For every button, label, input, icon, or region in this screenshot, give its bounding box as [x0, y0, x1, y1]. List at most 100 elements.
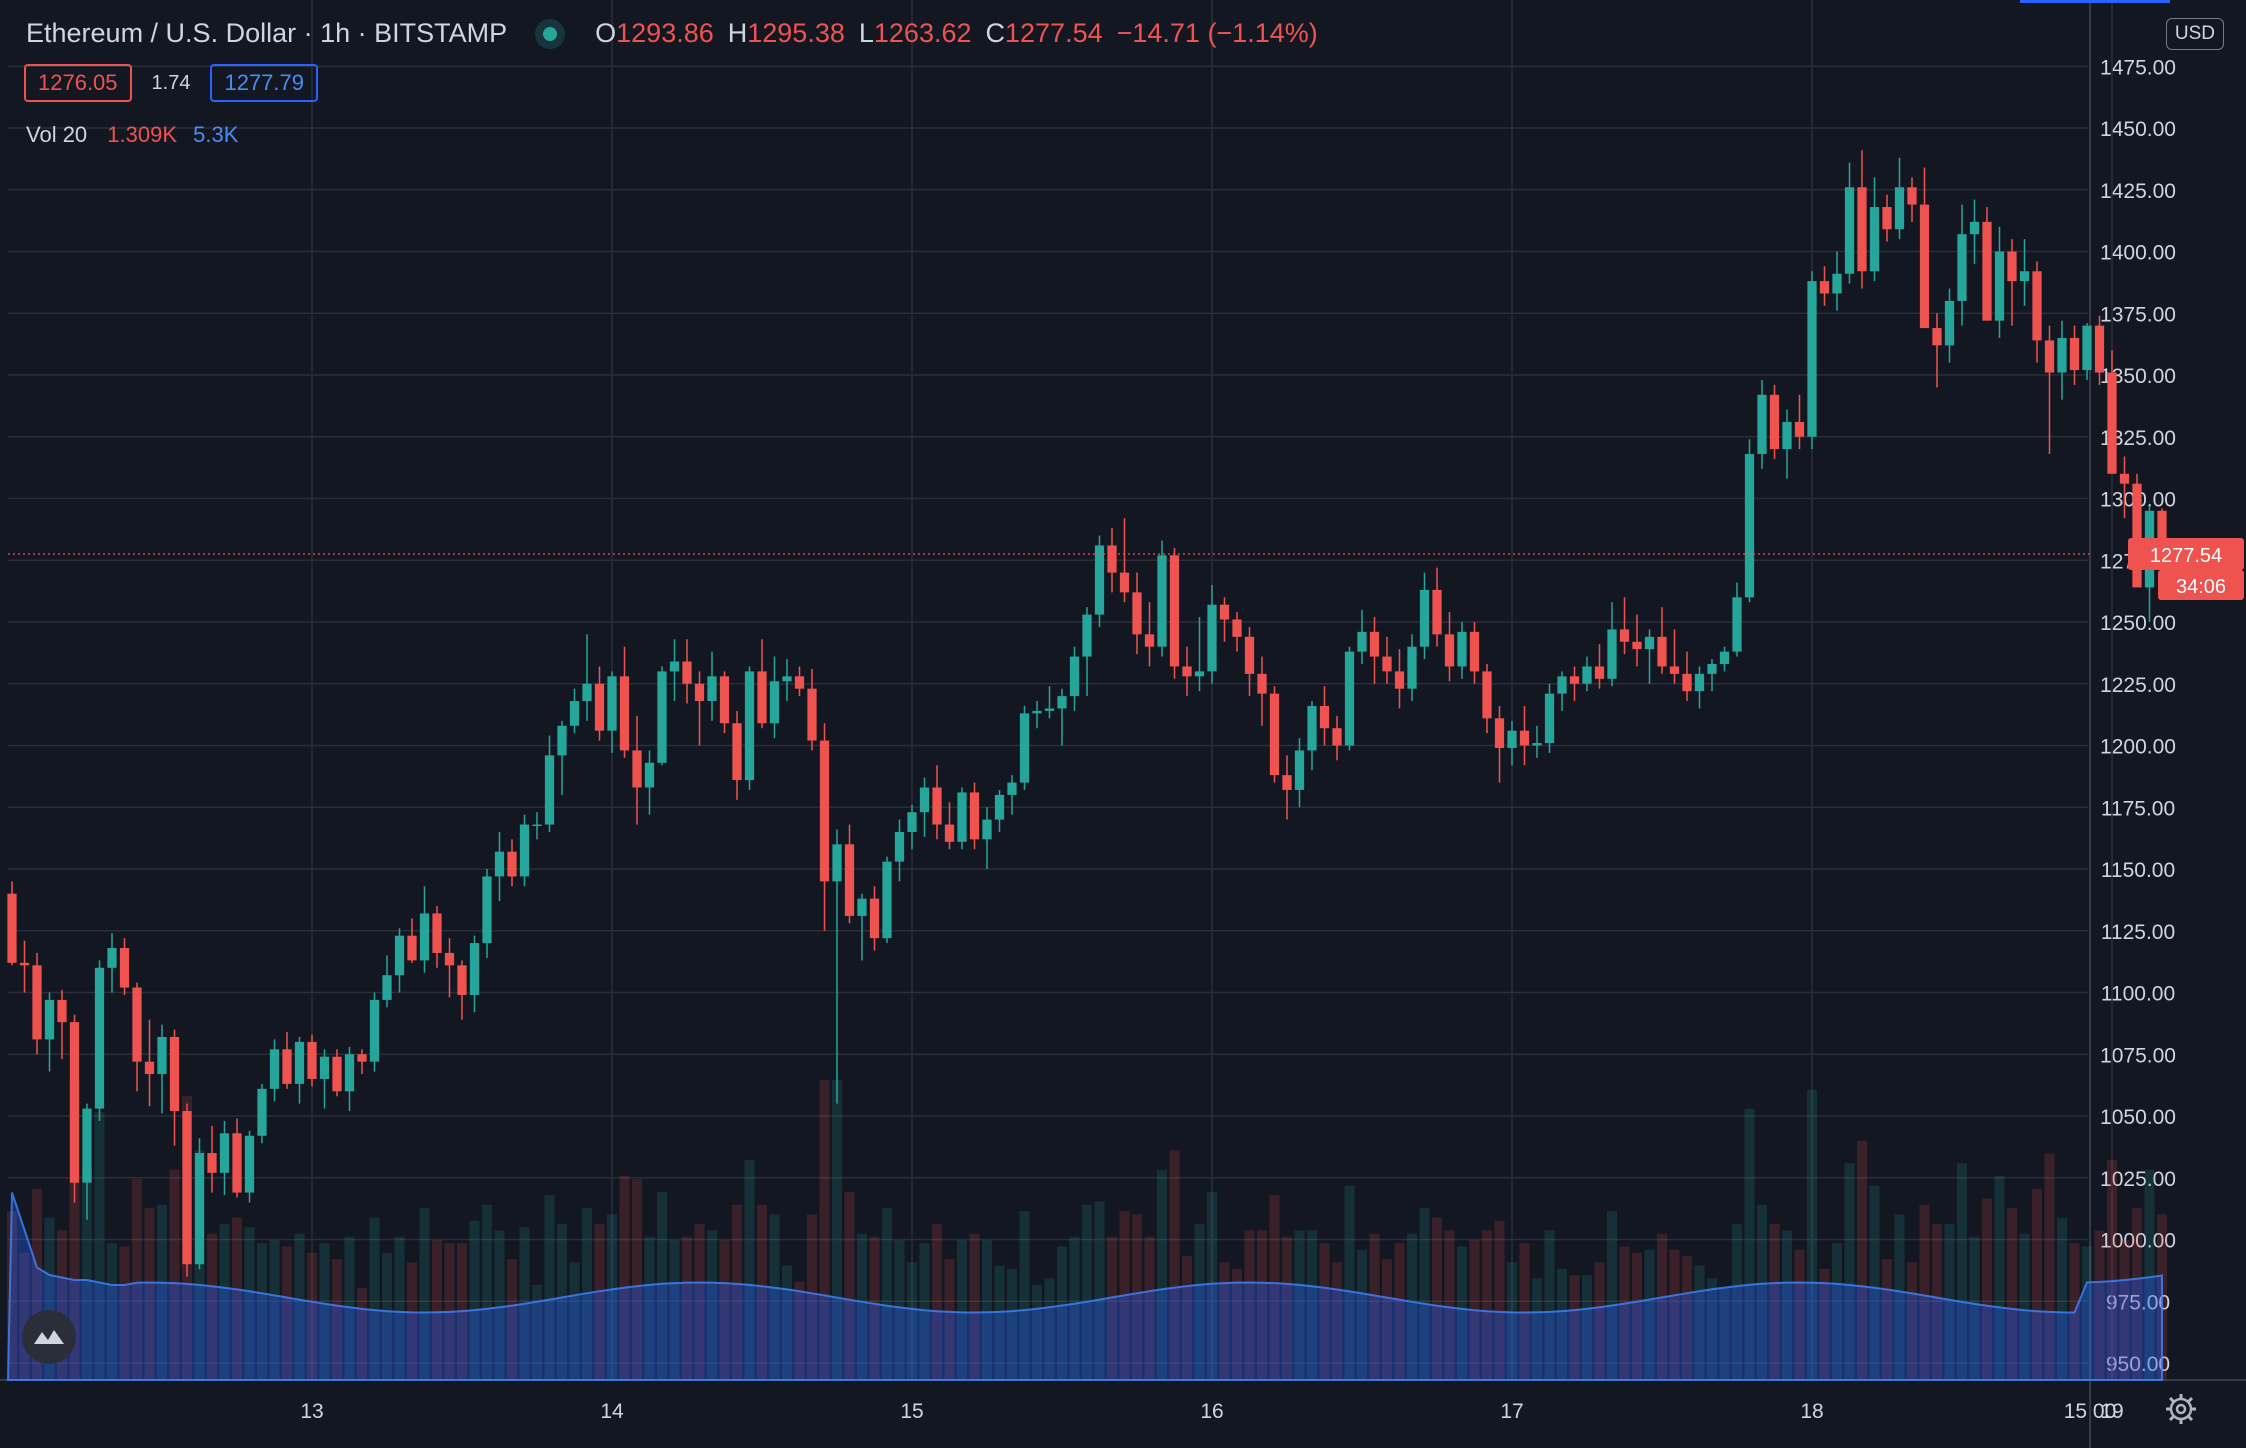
candle-body — [1719, 651, 1730, 664]
buy-price-button[interactable]: 1277.79 — [210, 64, 318, 102]
volume-bar — [1294, 1230, 1305, 1380]
y-tick-label: 1250.00 — [2100, 612, 2176, 635]
candle-body — [957, 792, 967, 842]
volume-bar — [2044, 1153, 2055, 1380]
symbol-title[interactable]: Ethereum / U.S. Dollar · 1h · BITSTAMP — [26, 18, 508, 48]
volume-bar — [1257, 1230, 1267, 1380]
candle-body — [257, 1088, 267, 1136]
volume-bar — [1069, 1236, 1080, 1380]
volume-bar — [1282, 1236, 1292, 1380]
candle-body — [232, 1133, 242, 1193]
candle-body — [1794, 421, 1805, 437]
candle-body — [644, 762, 655, 788]
candle-body — [69, 1022, 80, 1183]
candle-body — [269, 1049, 280, 1089]
volume-bar — [1644, 1249, 1655, 1380]
tradingview-logo-icon[interactable] — [22, 1310, 76, 1364]
candle-body — [1269, 693, 1280, 776]
volume-bar — [607, 1214, 617, 1380]
volume-bar — [1769, 1224, 1780, 1380]
candle-body — [332, 1056, 342, 1092]
candle-body — [382, 975, 392, 1000]
volume-bar — [1694, 1265, 1705, 1380]
y-tick-label: 1475.00 — [2100, 56, 2176, 79]
volume-bar — [1319, 1243, 1330, 1380]
volume-bar — [1507, 1262, 1517, 1380]
candle-body — [407, 935, 417, 961]
volume-bar — [1032, 1284, 1042, 1380]
y-tick-label: 1450.00 — [2100, 118, 2176, 141]
candle-body — [469, 943, 480, 995]
volume-bar — [1532, 1278, 1542, 1380]
candle-body — [744, 671, 755, 781]
volume-ma-area — [6, 1192, 2163, 1381]
candle-body — [1344, 651, 1355, 746]
y-tick-label: 950.00 — [2106, 1353, 2170, 1376]
candle-body — [1494, 718, 1505, 748]
volume-bar — [482, 1204, 492, 1380]
live-dot-icon — [543, 26, 558, 41]
close-label: C — [985, 18, 1006, 48]
volume-bar — [1094, 1201, 1105, 1380]
candle-body — [857, 898, 867, 916]
candle-body — [394, 935, 405, 976]
candle-body — [1744, 454, 1755, 598]
volume-bar — [1582, 1275, 1592, 1380]
volume-bar — [1844, 1163, 1855, 1380]
volume-bar — [1157, 1169, 1167, 1380]
volume-bar — [1919, 1204, 1930, 1380]
currency-button[interactable]: USD — [2165, 18, 2224, 50]
volume-bar — [894, 1240, 905, 1380]
candle-body — [1607, 629, 1617, 679]
candle-body — [1644, 636, 1655, 650]
volume-bar — [1682, 1256, 1692, 1380]
candle-body — [132, 987, 142, 1062]
candle-body — [2094, 325, 2105, 373]
volume-bar — [2032, 1188, 2042, 1380]
volume-bar — [19, 1252, 30, 1380]
candle-body — [544, 755, 555, 825]
volume-bar — [807, 1214, 817, 1380]
y-tick-label: 1225.00 — [2100, 674, 2176, 697]
candle-body — [1857, 187, 1867, 272]
candle-body — [2107, 372, 2117, 474]
quote-row: 1276.05 1.74 1277.79 — [24, 64, 318, 102]
volume-bar — [1832, 1243, 1842, 1380]
volume-bar — [969, 1233, 980, 1380]
candle-body — [1407, 646, 1417, 689]
y-tick-label: 1100.00 — [2101, 983, 2175, 1006]
sell-price-button[interactable]: 1276.05 — [24, 64, 132, 102]
volume-bar — [882, 1208, 892, 1380]
candle-body — [994, 794, 1005, 820]
y-tick-label: 1425.00 — [2100, 180, 2176, 203]
volume-bar — [494, 1230, 505, 1380]
candle-body — [82, 1108, 92, 1183]
candle-body — [1907, 187, 1917, 205]
candle-body — [619, 676, 630, 751]
volume-bar — [1782, 1230, 1792, 1380]
symbol-legend: Ethereum / U.S. Dollar · 1h · BITSTAMP O… — [26, 18, 1318, 49]
volume-bar — [1657, 1233, 1667, 1380]
candle-body — [1282, 775, 1292, 790]
volume-bar — [1382, 1259, 1392, 1380]
volume-bar — [919, 1243, 930, 1380]
volume-bar — [1907, 1262, 1917, 1380]
volume-bar — [282, 1246, 292, 1380]
candle-body — [1732, 597, 1742, 652]
candle-body — [144, 1061, 155, 1075]
volume-bar — [944, 1259, 955, 1380]
volume-bar — [1944, 1224, 1955, 1380]
candle-body — [1669, 666, 1680, 674]
candle-body — [1207, 604, 1217, 672]
volume-bar — [569, 1262, 580, 1380]
y-tick-label: 1350.00 — [2100, 365, 2176, 388]
volume-legend[interactable]: Vol 20 1.309K 5.3K — [26, 122, 238, 148]
volume-bar — [832, 1080, 842, 1380]
volume-bar — [1857, 1140, 1867, 1380]
gear-icon[interactable] — [2164, 1392, 2198, 1426]
candle-body — [1094, 545, 1105, 615]
volume-bar — [2144, 1169, 2155, 1380]
candle-body — [1107, 545, 1117, 573]
volume-bar — [2082, 1246, 2092, 1380]
